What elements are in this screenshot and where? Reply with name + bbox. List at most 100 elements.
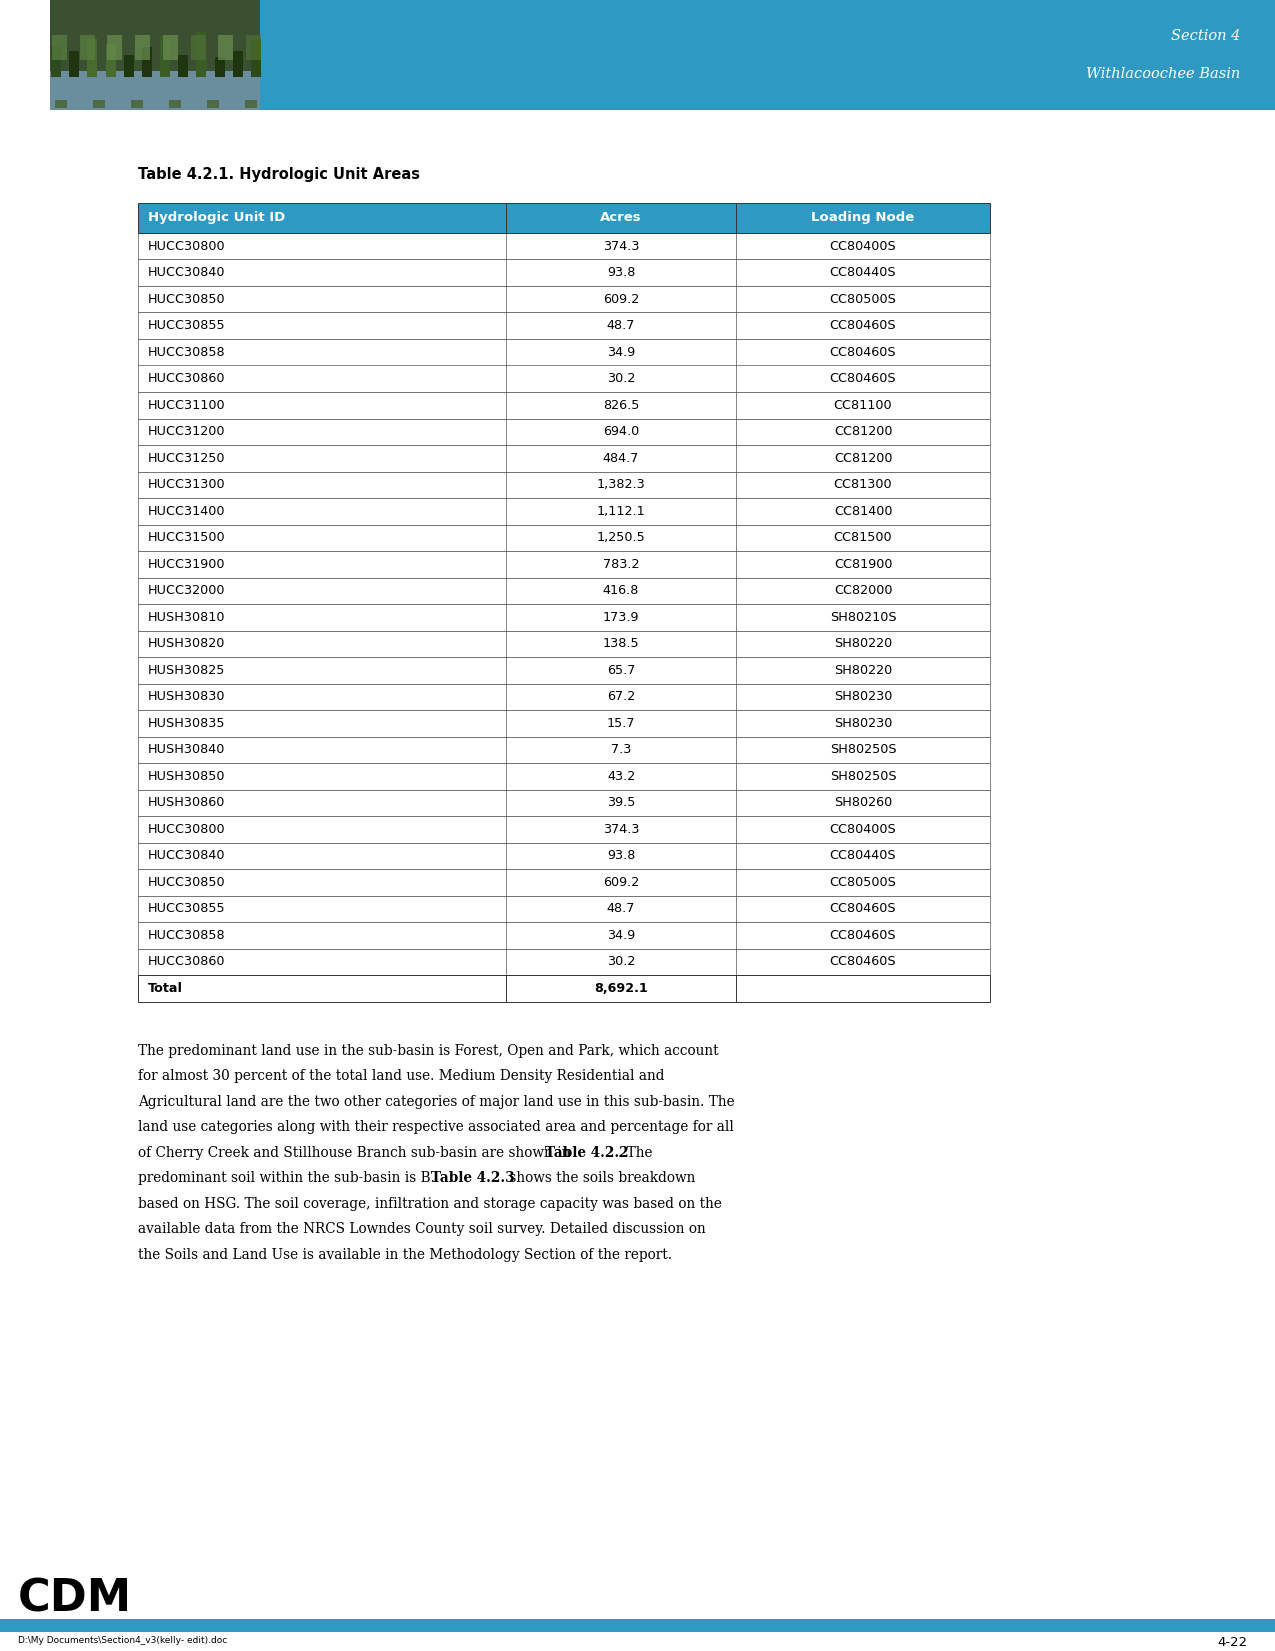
Text: HUSH30860: HUSH30860	[148, 796, 226, 809]
Text: HUCC30858: HUCC30858	[148, 345, 226, 358]
Text: HUSH30850: HUSH30850	[148, 769, 226, 783]
Bar	[55, 101, 68, 107]
Text: CC81100: CC81100	[834, 400, 892, 411]
Bar	[179, 54, 189, 78]
Text: CC80440S: CC80440S	[830, 266, 896, 279]
Text: D:\My Documents\Section4_v3(kelly- edit).doc: D:\My Documents\Section4_v3(kelly- edit)…	[18, 1636, 227, 1644]
Bar	[138, 789, 989, 816]
Text: CC82000: CC82000	[834, 584, 892, 598]
Text: HUCC30850: HUCC30850	[148, 292, 226, 305]
Text: CDM: CDM	[18, 1577, 133, 1621]
Bar	[251, 38, 261, 78]
Bar	[233, 51, 242, 78]
Text: Table 4.2.2: Table 4.2.2	[544, 1146, 629, 1159]
Bar	[51, 46, 61, 78]
Bar	[190, 36, 205, 61]
Text: 15.7: 15.7	[607, 717, 635, 730]
Text: Total: Total	[148, 982, 184, 996]
Text: SH80210S: SH80210S	[830, 611, 896, 624]
Text: CC80460S: CC80460S	[830, 930, 896, 941]
Text: HUCC30858: HUCC30858	[148, 930, 226, 941]
Bar	[124, 54, 134, 78]
Text: HUSH30835: HUSH30835	[148, 717, 226, 730]
Bar	[138, 763, 989, 789]
Text: of Cherry Creek and Stillhouse Branch sub-basin are shown in: of Cherry Creek and Stillhouse Branch su…	[138, 1146, 575, 1159]
Bar	[161, 36, 170, 78]
Bar	[170, 101, 181, 107]
Text: Withlacoochee Basin: Withlacoochee Basin	[1086, 66, 1241, 81]
Text: 65.7: 65.7	[607, 664, 635, 677]
Text: Loading Node: Loading Node	[811, 211, 914, 225]
Bar	[218, 36, 233, 61]
Bar	[138, 921, 989, 949]
Text: 374.3: 374.3	[603, 239, 639, 253]
Text: 48.7: 48.7	[607, 901, 635, 915]
Text: CC81300: CC81300	[834, 479, 892, 492]
Text: 783.2: 783.2	[603, 558, 639, 571]
Bar	[138, 525, 989, 551]
Text: HUCC31200: HUCC31200	[148, 426, 226, 438]
Bar	[255, 0, 1275, 111]
Bar	[138, 286, 989, 312]
Text: HUCC31250: HUCC31250	[148, 452, 226, 464]
Text: 416.8: 416.8	[603, 584, 639, 598]
Text: for almost 30 percent of the total land use. Medium Density Residential and: for almost 30 percent of the total land …	[138, 1068, 664, 1083]
Text: available data from the NRCS Lowndes County soil survey. Detailed discussion on: available data from the NRCS Lowndes Cou…	[138, 1222, 706, 1237]
Bar	[245, 101, 258, 107]
Bar	[138, 604, 989, 631]
Text: CC80460S: CC80460S	[830, 956, 896, 967]
Text: . The: . The	[618, 1146, 653, 1159]
Text: CC80440S: CC80440S	[830, 849, 896, 862]
Bar	[138, 736, 989, 763]
Text: CC80460S: CC80460S	[830, 371, 896, 385]
Text: HUCC31100: HUCC31100	[148, 400, 226, 411]
Text: CC81500: CC81500	[834, 532, 892, 545]
Text: the Soils and Land Use is available in the Methodology Section of the report.: the Soils and Land Use is available in t…	[138, 1248, 672, 1261]
Text: HUCC30840: HUCC30840	[148, 266, 226, 279]
Text: 30.2: 30.2	[607, 371, 635, 385]
Bar	[131, 101, 143, 107]
Text: Table 4.2.3: Table 4.2.3	[431, 1171, 515, 1185]
Text: 609.2: 609.2	[603, 292, 639, 305]
Text: predominant soil within the sub-basin is B.: predominant soil within the sub-basin is…	[138, 1171, 440, 1185]
Text: 8,692.1: 8,692.1	[594, 982, 648, 996]
Text: HUSH30820: HUSH30820	[148, 637, 226, 650]
Text: HUCC30840: HUCC30840	[148, 849, 226, 862]
Text: 173.9: 173.9	[603, 611, 639, 624]
Text: 609.2: 609.2	[603, 875, 639, 888]
Text: CC80400S: CC80400S	[830, 822, 896, 835]
Bar	[196, 31, 207, 78]
Text: SH80230: SH80230	[834, 690, 892, 703]
Text: HUCC30800: HUCC30800	[148, 239, 226, 253]
Text: SH80230: SH80230	[834, 717, 892, 730]
Text: CC80400S: CC80400S	[830, 239, 896, 253]
Text: CC80460S: CC80460S	[830, 345, 896, 358]
Text: 1,112.1: 1,112.1	[597, 505, 645, 518]
Text: HUCC32000: HUCC32000	[148, 584, 226, 598]
Bar	[138, 657, 989, 684]
Text: 93.8: 93.8	[607, 266, 635, 279]
Bar	[93, 101, 105, 107]
Text: Section 4: Section 4	[1170, 30, 1241, 43]
Text: 7.3: 7.3	[611, 743, 631, 756]
Bar	[107, 36, 122, 61]
Bar	[88, 40, 97, 78]
Text: CC81200: CC81200	[834, 426, 892, 438]
Text: 34.9: 34.9	[607, 345, 635, 358]
Text: CC80500S: CC80500S	[830, 292, 896, 305]
Bar	[0, 1620, 1275, 1631]
Text: SH80220: SH80220	[834, 664, 892, 677]
Text: CC81200: CC81200	[834, 452, 892, 464]
Bar	[80, 36, 94, 61]
Bar	[138, 895, 989, 921]
Text: CC81400: CC81400	[834, 505, 892, 518]
Text: HUCC31900: HUCC31900	[148, 558, 226, 571]
Text: land use categories along with their respective associated area and percentage f: land use categories along with their res…	[138, 1119, 734, 1134]
Text: 30.2: 30.2	[607, 956, 635, 967]
Text: SH80260: SH80260	[834, 796, 892, 809]
Text: 4-22: 4-22	[1216, 1636, 1247, 1649]
Text: Agricultural land are the two other categories of major land use in this sub-bas: Agricultural land are the two other cate…	[138, 1095, 734, 1108]
Bar	[138, 631, 989, 657]
Bar	[106, 43, 116, 78]
Text: 34.9: 34.9	[607, 930, 635, 941]
